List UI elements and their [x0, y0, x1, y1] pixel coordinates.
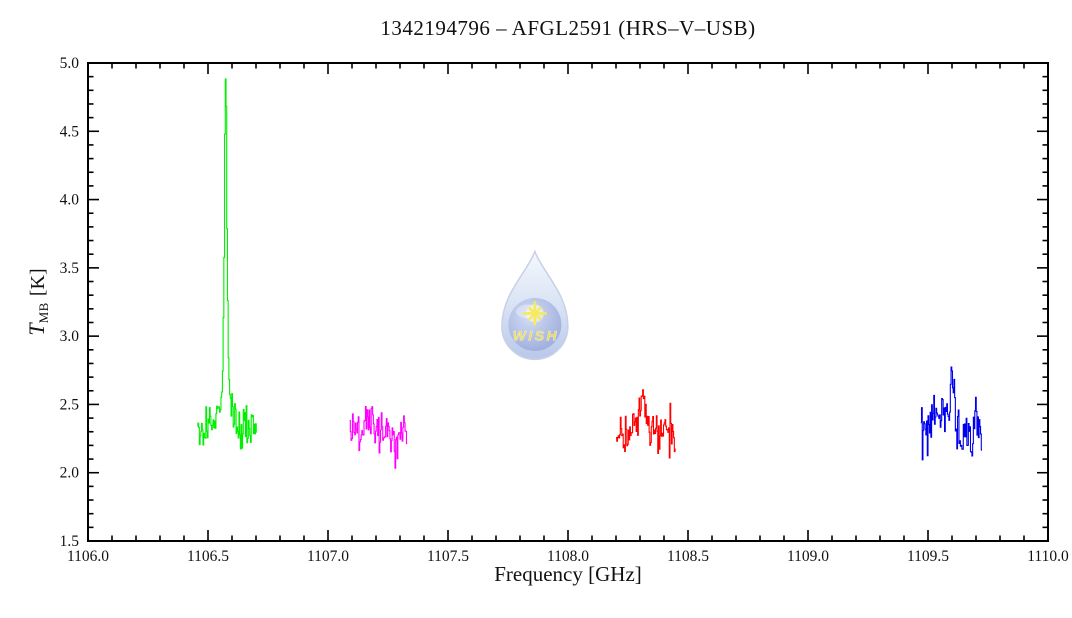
plot-frame	[87, 62, 1049, 542]
y-axis-label: TMB [K]	[24, 268, 51, 336]
y-tick-label: 4.0	[60, 192, 80, 209]
y-tick-label: 2.5	[60, 396, 80, 413]
wish-logo-watermark: WISH	[501, 249, 569, 361]
y-tick-label: 2.0	[60, 465, 80, 482]
x-tick-label: 1109.5	[907, 548, 949, 565]
y-axis-subscript: MB	[36, 302, 51, 324]
y-axis-unit: [K]	[27, 268, 49, 297]
chart-title: 1342194796 – AFGL2591 (HRS–V–USB)	[380, 16, 756, 40]
x-tick-label: 1109.0	[787, 548, 829, 565]
y-tick-labels: 1.5 2.0 2.5 3.0 3.5 4.0 4.5 5.0	[60, 55, 80, 550]
y-axis-symbol: T	[24, 323, 49, 336]
x-tick-label: 1108.5	[667, 548, 709, 565]
y-tick-label: 5.0	[60, 55, 80, 72]
x-tick-label: 1107.5	[427, 548, 469, 565]
spectrum-segment-magenta-subband	[349, 406, 408, 469]
x-axis-label: Frequency [GHz]	[494, 562, 642, 586]
x-tick-label: 1106.0	[67, 548, 109, 565]
y-tick-label: 1.5	[60, 533, 80, 550]
y-tick-label: 4.5	[60, 123, 80, 140]
star-icon	[522, 301, 548, 326]
x-tick-label: 1106.5	[187, 548, 229, 565]
x-tick-label: 1107.0	[307, 548, 349, 565]
wish-text: WISH	[513, 327, 560, 343]
x-tick-label: 1110.0	[1027, 548, 1069, 565]
y-tick-label: 3.0	[60, 328, 80, 345]
spectrum-segment-blue-subband	[920, 366, 982, 461]
spectrum-segment-red-subband	[616, 389, 676, 459]
y-axis-ticks	[88, 62, 1048, 542]
spectrum-segment-green-subband	[197, 78, 257, 450]
y-tick-label: 3.5	[60, 260, 80, 277]
x-axis-ticks	[87, 63, 1049, 541]
x-tick-label: 1108.0	[547, 548, 589, 565]
x-tick-labels: 1106.0 1106.5 1107.0 1107.5 1108.0 1108.5 1109…	[67, 548, 1069, 565]
